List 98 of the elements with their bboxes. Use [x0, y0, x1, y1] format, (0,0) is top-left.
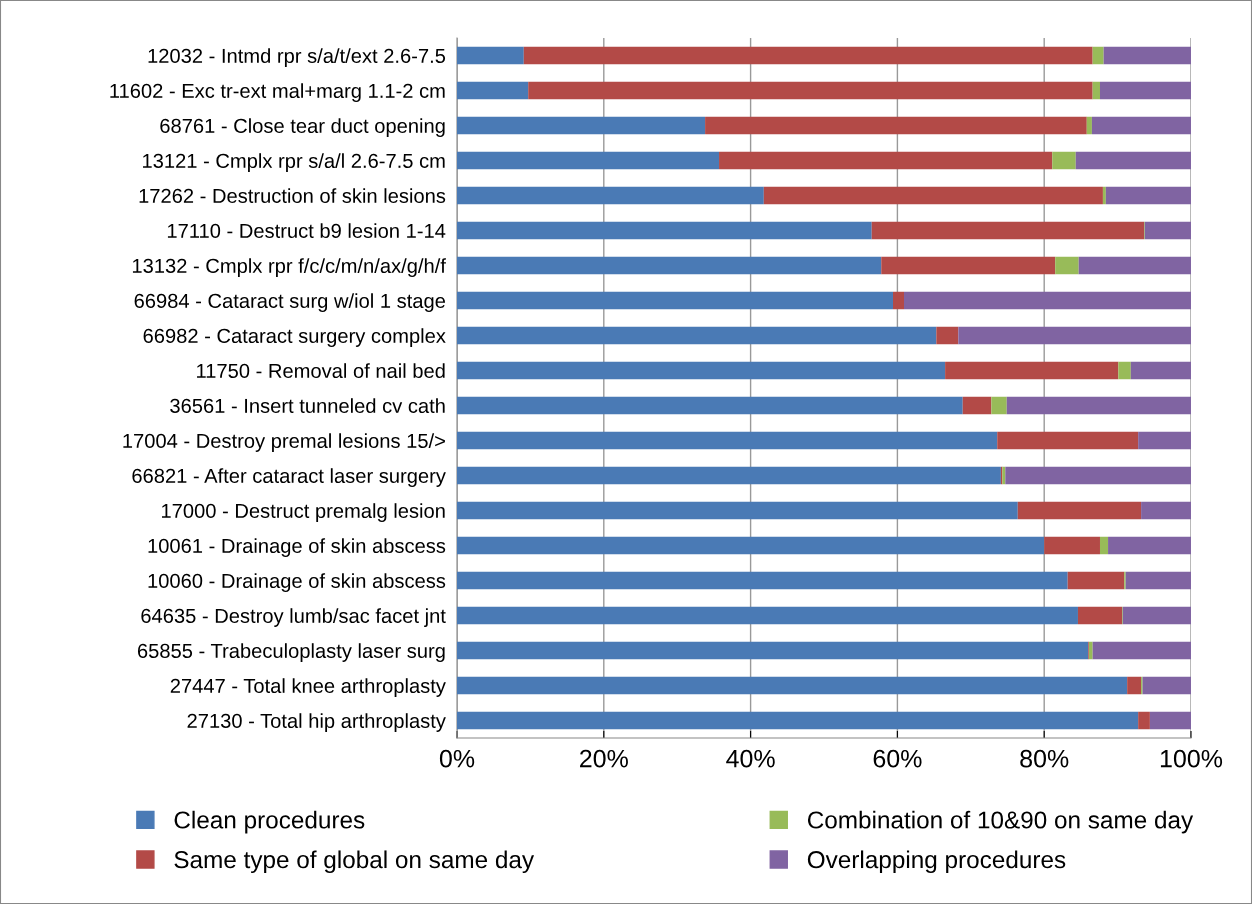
bar — [1142, 676, 1191, 695]
bar — [991, 396, 1007, 415]
bar — [1130, 361, 1191, 380]
bar — [457, 431, 998, 450]
bar — [1075, 151, 1191, 170]
bar — [523, 46, 1093, 65]
bar — [936, 326, 959, 345]
bar — [457, 46, 524, 65]
bar — [457, 326, 937, 345]
bar — [1099, 536, 1109, 555]
y-tick-label: 11750 - Removal of nail bed — [197, 363, 445, 378]
bar — [457, 186, 764, 205]
x-tick-label: 100% — [1160, 749, 1223, 768]
bar — [457, 256, 882, 275]
bar — [881, 256, 1056, 275]
y-tick-label: 17262 - Destruction of skin lesions — [139, 188, 446, 203]
legend-label: Overlapping procedures — [807, 850, 1066, 874]
bar — [1017, 501, 1142, 520]
bar — [997, 431, 1139, 450]
bar — [719, 151, 1053, 170]
bar — [1102, 186, 1106, 205]
bar — [1092, 46, 1104, 65]
y-tick-label: 27447 - Total knee arthroplasty — [170, 678, 446, 697]
bar — [457, 571, 1068, 590]
y-tick-label: 17110 - Destruct b9 lesion 1-14 — [167, 223, 446, 238]
bar — [457, 361, 946, 380]
y-tick-label: 66821 - After cataract laser surgery — [132, 468, 446, 487]
bar — [457, 116, 706, 135]
bar — [1138, 431, 1191, 450]
bar — [1141, 501, 1191, 520]
y-tick-label: 12032 - Intmd rpr s/a/t/ext 2.6-7.5 — [148, 48, 446, 67]
bar — [763, 186, 1103, 205]
x-tick-label: 60% — [873, 749, 922, 768]
bar — [1108, 536, 1191, 555]
bar — [1067, 571, 1125, 590]
bar — [958, 326, 1191, 345]
bar — [1099, 81, 1191, 100]
bar — [1086, 116, 1092, 135]
bar — [457, 501, 1018, 520]
bar — [457, 536, 1045, 555]
bar — [457, 676, 1128, 695]
bar — [1103, 46, 1191, 65]
bar — [1144, 221, 1191, 240]
bar — [904, 291, 1191, 310]
y-tick-label: 10061 - Drainage of skin abscess — [148, 538, 446, 557]
bar — [1105, 186, 1191, 205]
bar — [1118, 361, 1131, 380]
legend-label: Combination of 10&90 on same day — [807, 810, 1194, 834]
bar — [1055, 256, 1079, 275]
x-tick-label: 80% — [1020, 749, 1069, 768]
bar — [1125, 571, 1191, 590]
bar — [457, 396, 963, 415]
bar — [1122, 606, 1191, 625]
bar — [1092, 641, 1191, 660]
bar — [945, 361, 1119, 380]
bar — [1077, 606, 1122, 625]
y-tick-label: 17004 - Destroy premal lesions 15/> — [123, 433, 445, 452]
bar — [457, 711, 1139, 730]
x-tick-label: 40% — [726, 749, 775, 768]
bar — [1127, 676, 1142, 695]
bar — [1138, 711, 1150, 730]
bar — [1091, 116, 1191, 135]
bar — [1005, 466, 1191, 485]
bar — [1092, 81, 1100, 100]
bar — [1149, 711, 1191, 730]
bar — [1044, 536, 1100, 555]
x-tick-label: 0% — [439, 749, 475, 768]
y-tick-label: 17000 - Destruct premalg lesion — [162, 503, 445, 522]
y-tick-label: 13132 - Cmplx rpr f/c/c/m/n/ax/g/h/f — [132, 258, 446, 277]
y-tick-label: 68761 - Close tear duct opening — [160, 118, 445, 137]
bar — [457, 641, 1089, 660]
bar — [457, 81, 529, 100]
bar — [457, 466, 1001, 485]
x-tick-label: 20% — [580, 749, 628, 768]
bar — [1006, 396, 1191, 415]
bar — [457, 221, 872, 240]
y-tick-label: 65855 - Trabeculoplasty laser surg — [137, 643, 445, 662]
bar — [457, 291, 893, 310]
bar — [1078, 256, 1191, 275]
y-tick-label: 13121 - Cmplx rpr s/a/l 2.6-7.5 cm — [143, 153, 445, 172]
bar — [457, 151, 720, 170]
legend-label: Same type of global on same day — [174, 850, 535, 874]
bar — [871, 221, 1145, 240]
y-tick-label: 27130 - Total hip arthroplasty — [187, 713, 446, 732]
y-tick-label: 36561 - Insert tunneled cv cath — [170, 398, 445, 413]
legend-label: Clean procedures — [174, 810, 365, 834]
bar — [1088, 641, 1093, 660]
bar — [457, 606, 1078, 625]
y-tick-label: 11602 - Exc tr-ext mal+marg 1.1-2 cm — [110, 83, 445, 102]
y-tick-label: 10060 - Drainage of skin abscess — [148, 573, 446, 592]
y-tick-label: 66984 - Cataract surg w/iol 1 stage — [134, 293, 446, 312]
bar — [962, 396, 992, 415]
bar — [528, 81, 1093, 100]
bar — [705, 116, 1087, 135]
y-tick-label: 66982 - Cataract surgery complex — [143, 328, 446, 347]
bar — [1052, 151, 1076, 170]
y-tick-label: 64635 - Destroy lumb/sac facet jnt — [141, 608, 446, 627]
bar — [893, 291, 905, 310]
